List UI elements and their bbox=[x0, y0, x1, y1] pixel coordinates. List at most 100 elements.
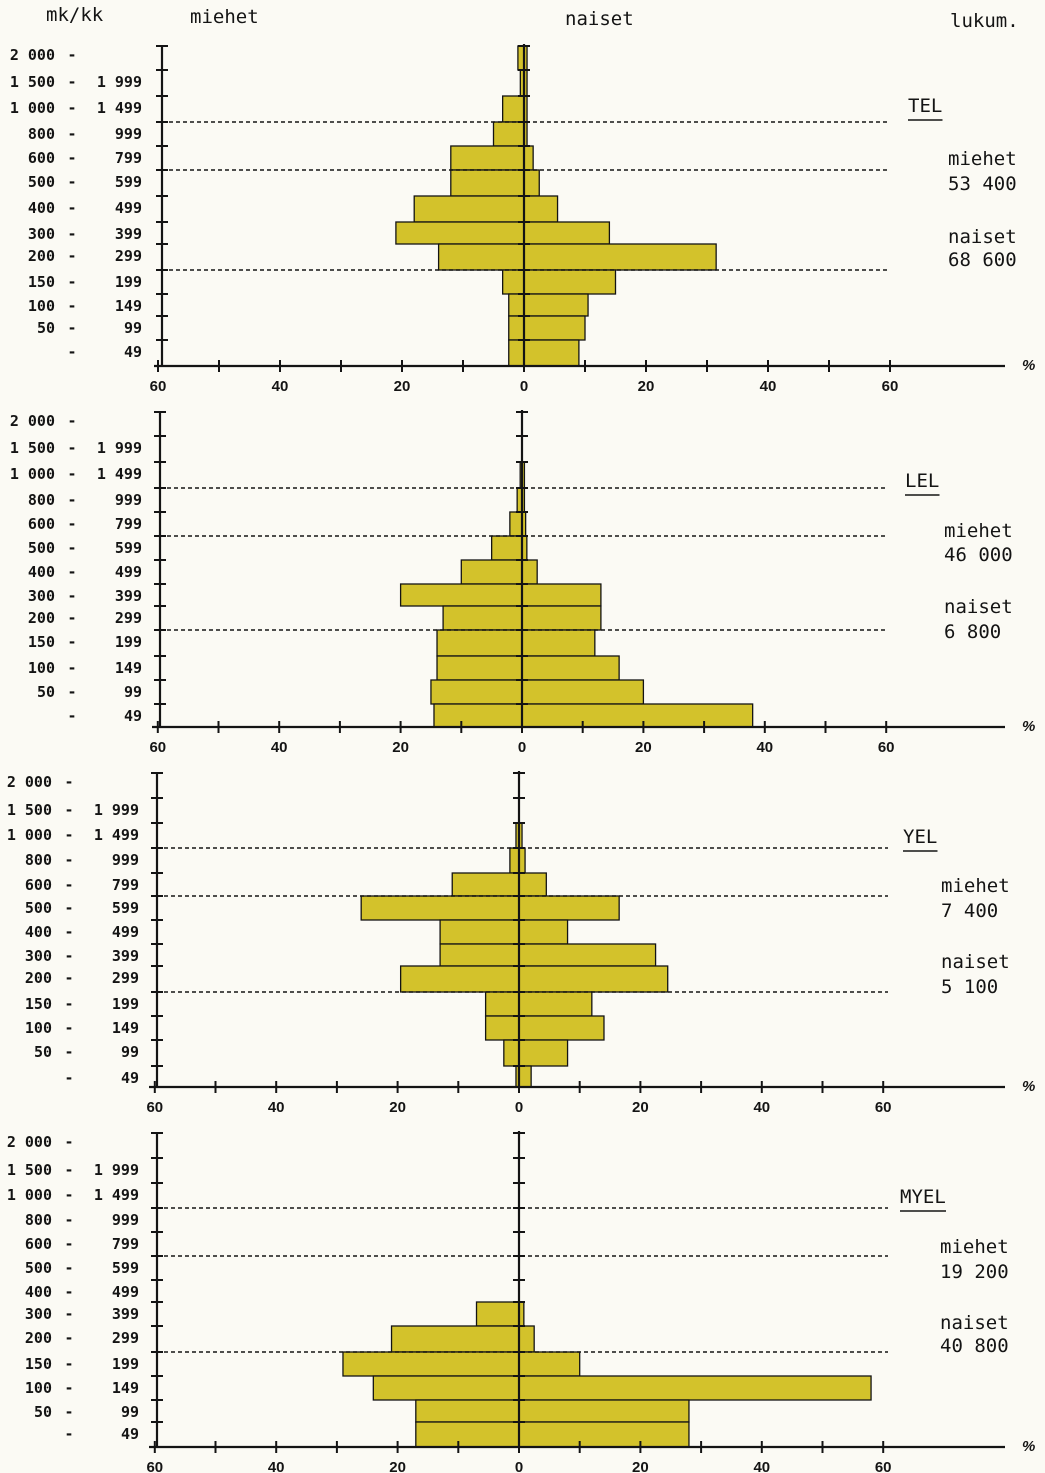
bin-low-label: 400 bbox=[25, 923, 52, 941]
scheme-name: LEL bbox=[905, 470, 939, 492]
bin-high-label: 99 bbox=[124, 319, 142, 337]
bin-dash: - bbox=[67, 199, 76, 217]
bin-dash: - bbox=[67, 247, 76, 265]
bin-low-label: 300 bbox=[28, 225, 55, 243]
bar-men-9 bbox=[342, 1351, 520, 1377]
bin-high-label: 499 bbox=[115, 199, 142, 217]
bin-low-label: 100 bbox=[28, 659, 55, 677]
bin-dash: - bbox=[64, 1133, 73, 1151]
bar-women-12 bbox=[518, 1421, 690, 1448]
percent-tick-label: 60 bbox=[146, 1459, 163, 1473]
bin-low-label: 800 bbox=[25, 851, 52, 869]
bin-dash: - bbox=[67, 587, 76, 605]
women-header: naiset bbox=[565, 8, 634, 30]
bin-low-label: 200 bbox=[25, 969, 52, 987]
bin-dash: - bbox=[64, 773, 73, 791]
bin-dash: - bbox=[67, 297, 76, 315]
bin-low-label: 400 bbox=[25, 1283, 52, 1301]
bin-low-label: 2 000 bbox=[10, 46, 55, 64]
bin-high-label: 499 bbox=[115, 563, 142, 581]
bin-high-label: 1 499 bbox=[94, 1186, 139, 1204]
bin-high-label: 999 bbox=[115, 491, 142, 509]
bar-men-7 bbox=[439, 943, 520, 967]
bin-high-label: 149 bbox=[115, 297, 142, 315]
bar-men-8 bbox=[399, 965, 520, 993]
percent-tick-label: 60 bbox=[146, 1099, 163, 1116]
bar-men-9 bbox=[501, 269, 525, 295]
bin-dash: - bbox=[64, 899, 73, 917]
bin-dash: - bbox=[67, 73, 76, 91]
bin-high-label: 399 bbox=[112, 1305, 139, 1323]
women-total-value: 6 800 bbox=[944, 621, 1001, 643]
bin-low-label: 50 bbox=[34, 1403, 52, 1421]
bin-high-label: 799 bbox=[112, 876, 139, 894]
bar-women-12 bbox=[523, 339, 580, 367]
women-total-label: naiset bbox=[941, 951, 1010, 973]
women-total-label: naiset bbox=[940, 1312, 1009, 1334]
bin-low-label: 200 bbox=[28, 247, 55, 265]
men-total-label: miehet bbox=[948, 148, 1017, 170]
bin-low-label: 50 bbox=[37, 319, 55, 337]
bin-dash: - bbox=[64, 1305, 73, 1323]
bar-women-6 bbox=[518, 919, 569, 945]
bar-men-11 bbox=[430, 679, 523, 705]
bin-high-label: 49 bbox=[124, 707, 142, 725]
bin-dash: - bbox=[67, 563, 76, 581]
bin-high-label: 99 bbox=[121, 1403, 139, 1421]
bin-low-label: 50 bbox=[34, 1043, 52, 1061]
count-header: lukum. bbox=[950, 10, 1019, 32]
percent-tick-label: 60 bbox=[875, 1099, 892, 1116]
bin-low-label: 150 bbox=[28, 633, 55, 651]
bin-dash: - bbox=[64, 1425, 73, 1443]
bar-women-6 bbox=[521, 559, 538, 585]
bin-low-label: 100 bbox=[25, 1379, 52, 1397]
bin-low-label: 150 bbox=[25, 1355, 52, 1373]
bin-low-label: 600 bbox=[25, 876, 52, 894]
bin-high-label: 1 999 bbox=[97, 439, 142, 457]
bar-women-4 bbox=[518, 872, 547, 897]
bin-low-label: 800 bbox=[25, 1211, 52, 1229]
bin-dash: - bbox=[64, 1235, 73, 1253]
bin-high-label: 499 bbox=[112, 923, 139, 941]
bin-dash: - bbox=[64, 851, 73, 869]
percent-tick-label: 20 bbox=[394, 378, 411, 395]
bin-low-label: 1 500 bbox=[7, 801, 52, 819]
bin-low-label: 600 bbox=[28, 149, 55, 167]
bar-men-5 bbox=[490, 535, 523, 561]
bar-women-7 bbox=[518, 943, 657, 967]
bar-men-8 bbox=[390, 1325, 520, 1353]
bin-high-label: 299 bbox=[115, 609, 142, 627]
percent-tick-label: 0 bbox=[515, 1459, 523, 1473]
bin-low-label: 2 000 bbox=[7, 773, 52, 791]
bin-high-label: 1 499 bbox=[97, 465, 142, 483]
bin-dash: - bbox=[64, 1161, 73, 1179]
bar-women-9 bbox=[521, 629, 596, 657]
percent-tick-label: 60 bbox=[150, 378, 167, 395]
bin-high-label: 999 bbox=[115, 125, 142, 143]
men-total-label: miehet bbox=[940, 1236, 1009, 1258]
bar-women-12 bbox=[521, 703, 754, 728]
bin-high-label: 199 bbox=[112, 1355, 139, 1373]
bar-men-7 bbox=[475, 1301, 520, 1327]
bar-women-9 bbox=[523, 269, 617, 295]
bin-low-label: 100 bbox=[25, 1019, 52, 1037]
bar-women-10 bbox=[518, 1015, 605, 1041]
bin-high-label: 99 bbox=[121, 1043, 139, 1061]
bin-high-label: 399 bbox=[112, 947, 139, 965]
bar-women-8 bbox=[521, 605, 602, 631]
bin-low-label: 2 000 bbox=[10, 412, 55, 430]
percent-tick-label: 40 bbox=[272, 378, 289, 395]
bar-women-9 bbox=[518, 991, 593, 1017]
bin-low-label: 1 000 bbox=[7, 826, 52, 844]
percent-tick-label: 20 bbox=[635, 739, 652, 756]
bin-high-label: 199 bbox=[112, 995, 139, 1013]
bin-high-label: 49 bbox=[121, 1425, 139, 1443]
bin-high-label: 1 499 bbox=[97, 99, 142, 117]
bin-low-label: 1 000 bbox=[10, 99, 55, 117]
bin-dash: - bbox=[67, 633, 76, 651]
bin-dash: - bbox=[64, 1283, 73, 1301]
bin-high-label: 599 bbox=[112, 899, 139, 917]
bin-dash: - bbox=[64, 1043, 73, 1061]
scheme-name: TEL bbox=[908, 95, 942, 117]
